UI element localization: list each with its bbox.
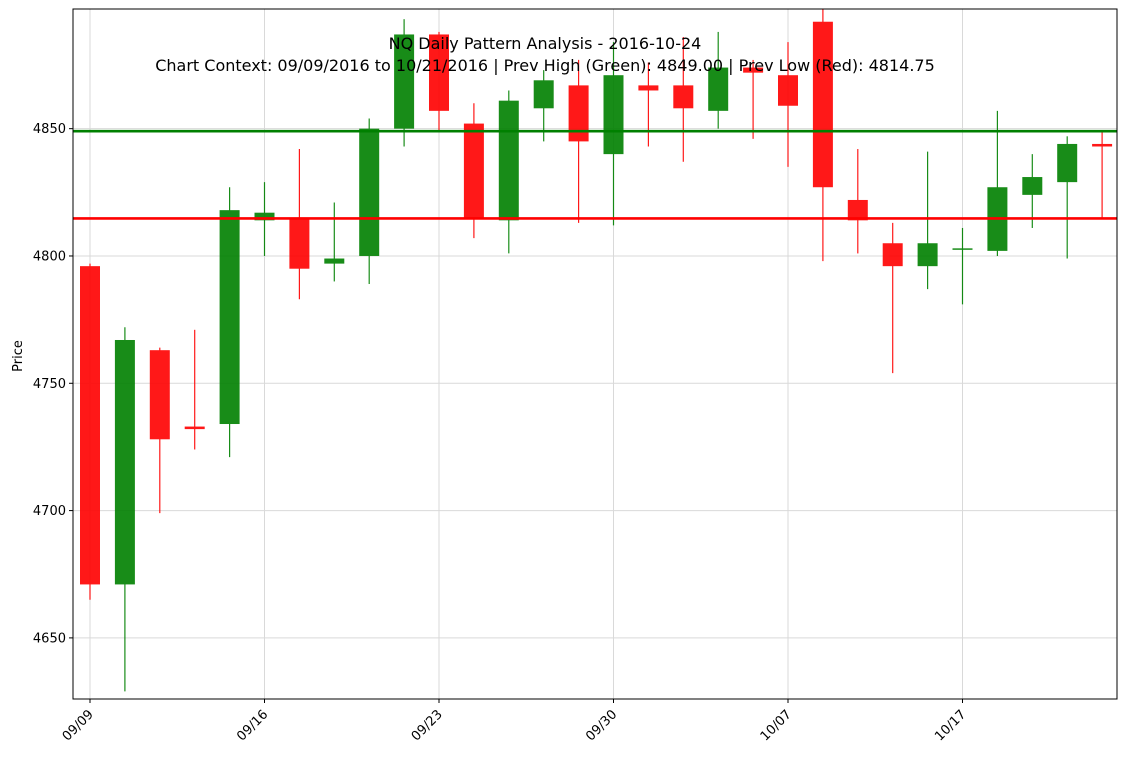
- x-tick-label: 09/23: [409, 707, 446, 744]
- candle-layer: [80, 9, 1113, 692]
- candle-09-09: [80, 263, 100, 600]
- candle-10-03: [638, 62, 659, 147]
- candle-09-13: [149, 347, 170, 514]
- x-tick-label: 09/30: [583, 707, 620, 744]
- y-tick-label: 4650: [33, 631, 66, 646]
- candle-body: [254, 212, 275, 221]
- candle-body: [1022, 177, 1043, 195]
- candle-body: [917, 243, 938, 267]
- x-tick-label: 10/07: [758, 707, 795, 744]
- reference-lines: [73, 129, 1117, 220]
- candle-body: [289, 217, 310, 269]
- candle-10-20: [1092, 131, 1113, 218]
- chart-subtitle: Chart Context: 09/09/2016 to 10/21/2016 …: [155, 56, 935, 75]
- y-tick-label: 4800: [33, 249, 66, 264]
- candle-body: [673, 85, 694, 109]
- candle-10-04: [673, 37, 694, 162]
- candle-09-14: [184, 329, 205, 450]
- candle-09-23: [429, 31, 449, 132]
- candle-body: [1092, 143, 1113, 147]
- candle-10-11: [847, 149, 868, 254]
- candle-body: [882, 243, 903, 267]
- candle-10-18: [1022, 154, 1043, 228]
- candle-09-15: [219, 187, 240, 458]
- candle-09-19: [289, 149, 310, 300]
- candle-10-12: [882, 222, 903, 374]
- candle-body: [114, 339, 135, 585]
- x-tick-label: 09/16: [234, 707, 271, 744]
- y-axis-label: Price: [11, 340, 26, 372]
- candle-09-27: [498, 90, 519, 254]
- candle-body: [603, 75, 624, 155]
- candle-body: [149, 350, 170, 440]
- candle-09-20: [324, 202, 345, 282]
- candle-body: [184, 426, 205, 430]
- y-tick-label: 4700: [33, 504, 66, 519]
- plot-frame: [72, 8, 1118, 700]
- candle-09-21: [359, 118, 380, 284]
- chart-title: NQ Daily Pattern Analysis - 2016-10-24: [389, 34, 702, 53]
- candle-body: [952, 248, 973, 250]
- candle-body: [463, 123, 484, 218]
- candle-body: [359, 128, 380, 256]
- candle-body: [533, 80, 554, 109]
- candle-body: [778, 75, 798, 106]
- x-tick-label: 10/17: [932, 707, 969, 744]
- candle-body: [847, 199, 868, 221]
- candle-10-06: [743, 59, 764, 139]
- candle-body: [219, 210, 240, 425]
- x-tick-label: 09/09: [60, 707, 97, 744]
- candle-10-17: [987, 110, 1008, 256]
- candle-body: [743, 67, 764, 73]
- candle-body: [498, 100, 519, 221]
- candle-body: [394, 34, 415, 129]
- candle-09-30: [603, 42, 624, 226]
- candle-10-10: [812, 9, 833, 262]
- candle-09-12: [114, 327, 135, 692]
- candle-10-05: [708, 31, 729, 129]
- candle-body: [80, 266, 100, 585]
- candle-body: [1057, 143, 1078, 183]
- candle-10-13: [917, 151, 938, 290]
- candle-body: [638, 85, 659, 91]
- candle-body: [568, 85, 589, 142]
- candle-body: [429, 34, 449, 111]
- candle-09-29: [568, 59, 589, 223]
- candle-10-07: [778, 42, 798, 167]
- candle-body: [324, 258, 345, 264]
- candle-body: [812, 21, 833, 188]
- candle-10-14: [952, 227, 973, 305]
- candle-09-28: [533, 70, 554, 142]
- candle-09-26: [463, 103, 484, 239]
- y-tick-label: 4750: [33, 377, 66, 392]
- candle-10-19: [1057, 136, 1078, 259]
- y-tick-label: 4850: [33, 122, 66, 137]
- candle-body: [708, 67, 729, 111]
- candle-09-22: [394, 19, 415, 147]
